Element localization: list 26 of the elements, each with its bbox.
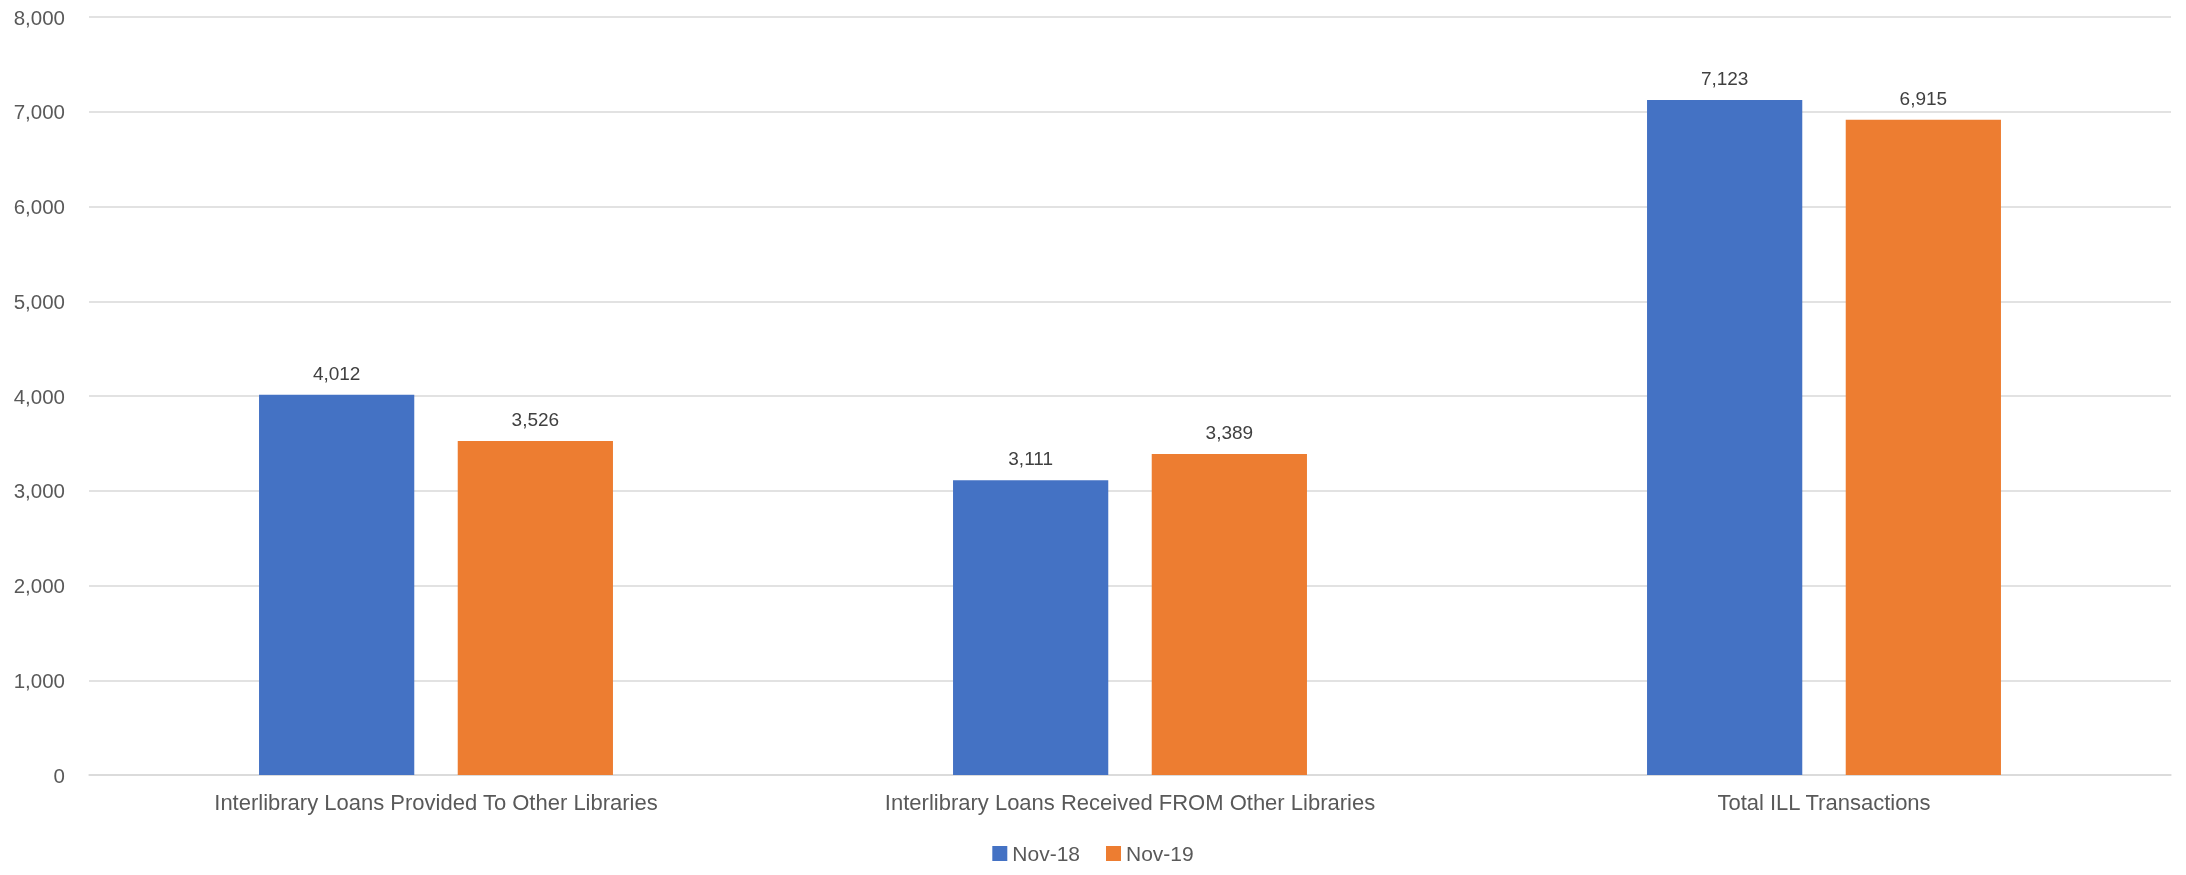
bar	[1845, 119, 2001, 775]
x-tick-label: Interlibrary Loans Provided To Other Libraries	[214, 789, 658, 815]
y-tick-label: 3,000	[13, 479, 65, 503]
data-label: 3,111	[1008, 448, 1054, 470]
bar	[259, 394, 415, 775]
y-tick-label: 7,000	[13, 100, 65, 124]
y-tick-label: 4,000	[13, 384, 65, 408]
data-label: 3,389	[1205, 421, 1254, 443]
bar	[1647, 100, 1803, 775]
y-tick-label: 8,000	[13, 5, 65, 29]
x-tick-label: Interlibrary Loans Received FROM Other Libraries	[884, 789, 1376, 815]
data-label: 6,915	[1899, 87, 1948, 109]
y-tick-label: 5,000	[13, 289, 65, 313]
legend-label: Nov-18	[1012, 842, 1081, 865]
y-tick-label: 0	[53, 763, 65, 787]
bar	[953, 480, 1109, 775]
y-tick-label: 2,000	[13, 574, 65, 597]
y-tick-label: 1,000	[13, 668, 65, 692]
data-label: 4,012	[312, 362, 361, 384]
bar	[1151, 453, 1307, 775]
bar	[457, 440, 613, 775]
legend-label: Nov-19	[1126, 842, 1194, 865]
data-label: 3,526	[511, 408, 560, 430]
x-tick-label: Total ILL Transactions	[1717, 789, 1931, 815]
data-label: 7,123	[1700, 68, 1749, 90]
y-tick-label: 6,000	[13, 195, 65, 218]
